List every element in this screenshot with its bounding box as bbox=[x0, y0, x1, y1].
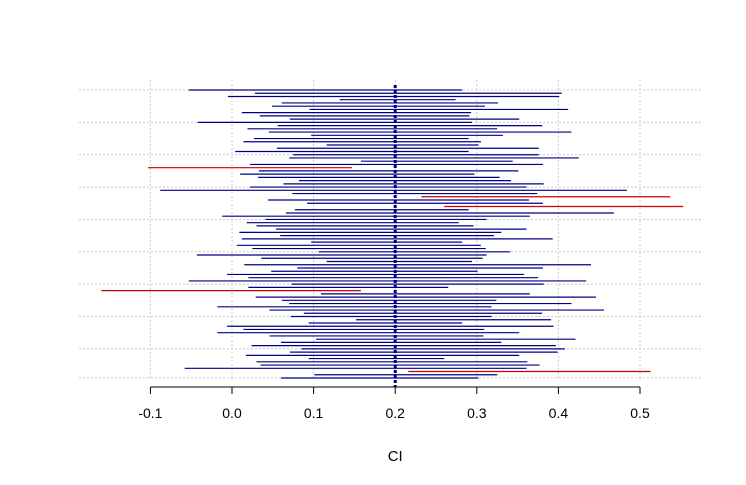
x-axis-title: CI bbox=[388, 448, 403, 465]
x-tick-label: 0.3 bbox=[467, 405, 487, 421]
x-tick-label: 0.4 bbox=[549, 405, 569, 421]
x-axis: -0.1 0.0 0.1 0.2 0.3 0.4 0.5 bbox=[138, 386, 650, 421]
x-tick-label: 0.2 bbox=[385, 405, 405, 421]
x-tick-label: 0.1 bbox=[304, 405, 324, 421]
x-tick-label: 0.0 bbox=[222, 405, 242, 421]
interval-lines bbox=[101, 89, 684, 379]
x-tick-label: 0.5 bbox=[630, 405, 650, 421]
x-tick-label: -0.1 bbox=[138, 405, 162, 421]
